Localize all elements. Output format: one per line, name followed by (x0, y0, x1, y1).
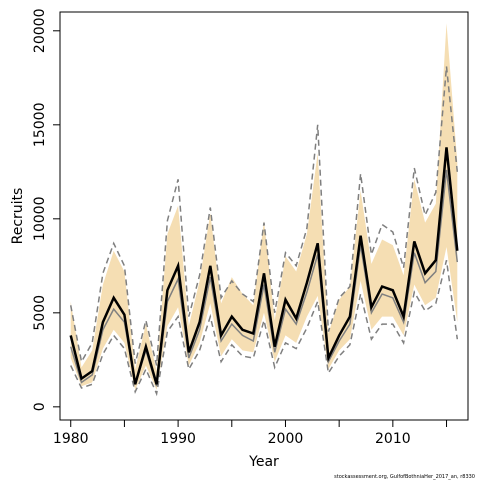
x-axis-title: Year (248, 454, 279, 470)
y-tick-label: 15000 (32, 103, 48, 148)
x-axis: 1980 1990 2000 2010 (53, 419, 448, 447)
x-tick-label: 2010 (375, 431, 411, 447)
credit-text: stockassessment.org, GulfofBothniaHer_20… (334, 474, 475, 480)
lower-bound-dashed-line (70, 260, 459, 397)
estimate-line (69, 147, 459, 385)
y-tick-label: 0 (32, 402, 48, 411)
y-tick-label: 20000 (32, 9, 48, 54)
y-axis: 0 5000 10000 15000 20000 (32, 9, 61, 411)
x-tick-label: 2000 (268, 431, 304, 447)
series-line-layer (69, 66, 459, 397)
y-tick-label: 10000 (32, 197, 48, 242)
x-tick-label: 1990 (160, 431, 196, 447)
x-tick-label: 1980 (53, 431, 89, 447)
y-axis-title: Recruits (10, 188, 26, 245)
y-tick-label: 5000 (32, 295, 48, 331)
upper-bound-dashed-line (69, 66, 459, 366)
